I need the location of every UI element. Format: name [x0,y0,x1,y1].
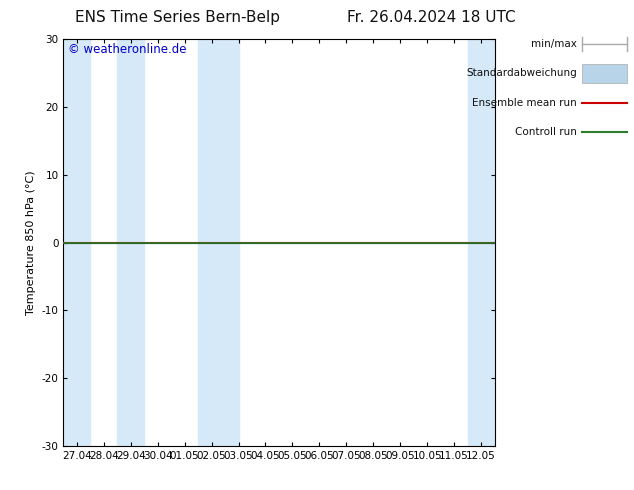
Bar [198,39,225,446]
Y-axis label: Temperature 850 hPa (°C): Temperature 850 hPa (°C) [26,170,36,315]
Bar [117,39,145,446]
Text: Ensemble mean run: Ensemble mean run [472,98,577,108]
Bar [63,39,90,446]
FancyBboxPatch shape [582,64,627,83]
Bar [225,39,238,446]
Text: min/max: min/max [531,39,577,49]
Text: © weatheronline.de: © weatheronline.de [68,43,186,56]
Text: Controll run: Controll run [515,127,577,137]
Bar [467,39,495,446]
Text: Standardabweichung: Standardabweichung [466,69,577,78]
Text: ENS Time Series Bern-Belp: ENS Time Series Bern-Belp [75,10,280,25]
Text: Fr. 26.04.2024 18 UTC: Fr. 26.04.2024 18 UTC [347,10,515,25]
